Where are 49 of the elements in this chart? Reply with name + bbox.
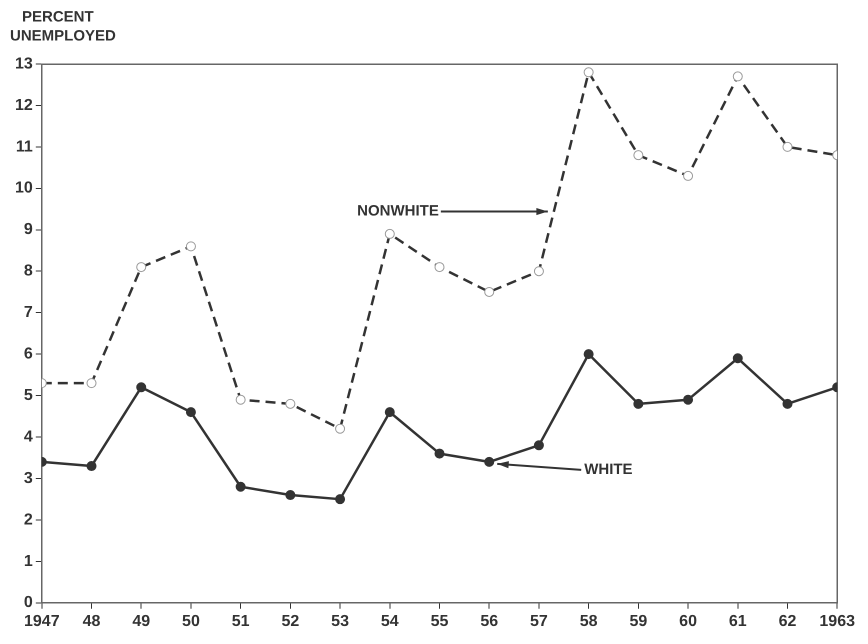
x-tick-label: 55 — [430, 612, 448, 630]
x-tick-label: 57 — [530, 612, 548, 630]
x-tick-label: 1947 — [24, 612, 60, 630]
y-tick-label: 2 — [24, 511, 33, 528]
x-tick-label: 53 — [331, 612, 350, 630]
x-tick-label: 60 — [679, 612, 698, 630]
text: WHITE — [584, 461, 633, 478]
point — [285, 490, 296, 500]
point — [335, 494, 346, 504]
x-tick-label: 56 — [480, 612, 498, 630]
x-tick-label: 52 — [281, 612, 300, 630]
y-tick-label: 6 — [24, 346, 33, 363]
point — [86, 461, 97, 472]
x-tick-label: 49 — [132, 612, 150, 630]
y-tick-label: 3 — [24, 470, 33, 487]
y-tick-label: 5 — [24, 386, 33, 404]
point — [484, 456, 494, 467]
series-label: NONWHITE — [357, 202, 439, 220]
y-axis-title: PERCENT UNEMPLOYED — [10, 8, 116, 45]
x-tick-label: 50 — [182, 612, 200, 630]
point — [434, 448, 444, 459]
x-tick-label: 48 — [82, 612, 101, 630]
point — [136, 382, 146, 392]
point — [186, 407, 196, 418]
y-tick-label: 0 — [24, 594, 33, 612]
x-tick-label: 1963 — [819, 612, 856, 630]
y-tick-label: 7 — [24, 304, 33, 322]
point — [236, 482, 246, 492]
point — [384, 407, 395, 418]
point — [782, 398, 792, 409]
point — [534, 440, 544, 450]
y-tick-label: 8 — [24, 262, 33, 280]
x-tick-label: 59 — [629, 612, 648, 630]
y-tick-label: 11 — [16, 138, 33, 156]
y-tick-label: 1 — [24, 552, 33, 570]
point — [732, 353, 743, 364]
y-tick-label: 4 — [24, 428, 33, 446]
point — [683, 394, 694, 405]
x-tick-label: 61 — [728, 612, 747, 630]
y-tick-label: 9 — [24, 221, 33, 238]
point — [633, 398, 644, 409]
x-tick-label: 58 — [580, 612, 598, 630]
point — [584, 349, 594, 360]
x-tick-label: 54 — [380, 612, 399, 630]
y-tick-label: 10 — [15, 180, 33, 197]
x-tick-label: 62 — [778, 612, 796, 630]
y-tick-label: 12 — [15, 96, 33, 114]
x-tick-label: 51 — [232, 612, 250, 630]
y-tick-label: 13 — [15, 55, 33, 72]
